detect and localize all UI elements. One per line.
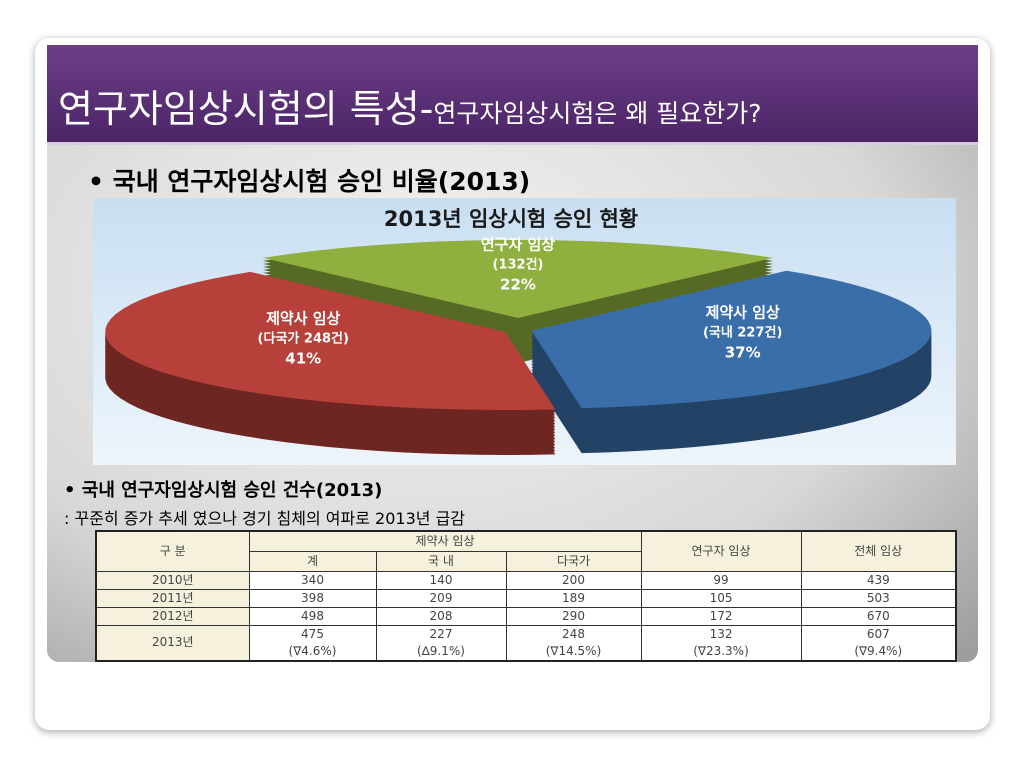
cell-text: (∇9.4%) [854, 643, 903, 658]
table-cell: 172 [640, 606, 802, 626]
cell-text: 2011년 [151, 590, 194, 605]
table-cell: 140 [375, 570, 507, 590]
bullet: • 국내 연구자임상시험 승인 비율(2013) [88, 167, 531, 196]
cell-text: 189 [562, 590, 585, 605]
table-cell: 2013년 [95, 624, 250, 661]
bullet-text: 국내 연구자임상시험 승인 비율(2013) [112, 167, 531, 196]
title-bar [47, 45, 978, 145]
table-cell: 200 [505, 570, 642, 590]
cell-text: 498 [301, 608, 324, 623]
cell-text: 607 [866, 626, 890, 641]
table-cell: 670 [800, 606, 957, 626]
cell-text: 2013년 [151, 635, 194, 649]
cell-text: 계 [306, 553, 319, 568]
cell-text: 340 [301, 572, 324, 587]
cell-text: 99 [713, 572, 729, 587]
table-cell: 340 [248, 570, 377, 590]
title: 연구자임상시험의 특성-연구자임상시험은 왜 필요한가? [58, 78, 762, 133]
table-cell: 498 [248, 606, 377, 626]
table-cell: 503 [800, 588, 957, 608]
cell-text: 140 [429, 572, 453, 587]
slice-label: 제약사 임상 [266, 310, 340, 328]
cell-text: 398 [301, 590, 324, 605]
table-cell: 99 [640, 570, 802, 590]
chart-title: 2013년 임상시험 승인 현황 [384, 207, 638, 231]
table-cell: 208 [375, 606, 507, 626]
pie-slice [263, 240, 773, 318]
cell-text: (∇4.6%) [288, 643, 337, 658]
note: : 꾸준히 증가 추세 였으나 경기 침체의 여파로 2013년 급감 [64, 509, 466, 528]
bullet: • 국내 연구자임상시험 승인 건수(2013) [64, 480, 383, 501]
slice-value: 37% [725, 343, 761, 361]
title-main: 연구자임상시험의 특성- [58, 87, 434, 131]
table-cell: 227 (∆9.1%) [375, 624, 507, 661]
table-cell: 105 [640, 588, 802, 608]
title-sub: 연구자임상시험은 왜 필요한가? [433, 99, 762, 128]
table-cell: 계 [248, 550, 377, 572]
table-cell: 2011년 [95, 588, 250, 608]
pie-slice [531, 270, 932, 409]
cell-text: 248 [562, 626, 585, 641]
cell-text: 670 [866, 608, 890, 623]
table-cell: 607 (∇9.4%) [800, 624, 957, 661]
cell-text: 2010년 [151, 572, 194, 587]
table-cell: 398 [248, 588, 377, 608]
pie-chart: 2013년 임상시험 승인 현황 연구자 임상 (132건) 22% 제약사 임상 (국… [93, 198, 956, 465]
cell-text: 172 [709, 608, 733, 623]
table-cell: 209 [375, 588, 507, 608]
table-cell: 전체 임상 [800, 530, 957, 572]
slice-value: 41% [285, 350, 321, 368]
cell-text: 다국가 [556, 553, 591, 568]
cell-text: 구 분 [159, 543, 186, 558]
cell-text: 전체 임상 [854, 543, 903, 558]
cell-text: 208 [429, 608, 453, 623]
cell-text: 200 [562, 572, 585, 587]
table-cell: 475 (∇4.6%) [248, 624, 377, 661]
slice-label: 제약사 임상 [706, 303, 780, 321]
cell-text: (∆9.1%) [417, 643, 465, 658]
table-cell: 제약사 임상 [248, 530, 642, 552]
cell-text: (∇14.5%) [545, 643, 602, 658]
cell-text: 227 [429, 626, 453, 641]
cell-text: 제약사 임상 [415, 533, 475, 548]
cell-text: 475 [301, 626, 324, 641]
cell-text: (∇23.3%) [693, 643, 749, 658]
cell-text: 국 내 [428, 553, 454, 568]
table-cell: 연구자 임상 [640, 530, 802, 572]
slice-sublabel: (132건) [493, 257, 544, 273]
table-cell: 2010년 [95, 570, 250, 590]
slice-value: 22% [500, 276, 536, 294]
table-cell: 189 [505, 588, 642, 608]
cell-text: 209 [429, 590, 453, 605]
table-cell: 439 [800, 570, 957, 590]
slice-sublabel: (다국가 248건) [258, 331, 349, 347]
table-cell: 구 분 [95, 530, 250, 572]
table-cell: 국 내 [375, 550, 507, 572]
cell-text: 연구자 임상 [691, 543, 751, 558]
table-cell: 132 (∇23.3%) [640, 624, 802, 661]
cell-text: 290 [562, 608, 585, 623]
table-cell: 2012년 [95, 606, 250, 626]
cell-text: 2012년 [151, 608, 194, 623]
table-cell: 290 [505, 606, 642, 626]
slice-label: 연구자 임상 [481, 236, 555, 254]
cell-text: 503 [866, 590, 890, 605]
cell-text: 105 [709, 590, 733, 605]
table-cell: 248 (∇14.5%) [505, 624, 642, 661]
cell-text: 132 [709, 626, 733, 641]
pie-slice [105, 271, 556, 410]
cell-text: 439 [866, 572, 890, 587]
table-cell: 다국가 [505, 550, 642, 572]
slice-sublabel: (국내 227건) [703, 324, 782, 340]
bullet-text: 국내 연구자임상시험 승인 건수(2013) [81, 480, 383, 501]
